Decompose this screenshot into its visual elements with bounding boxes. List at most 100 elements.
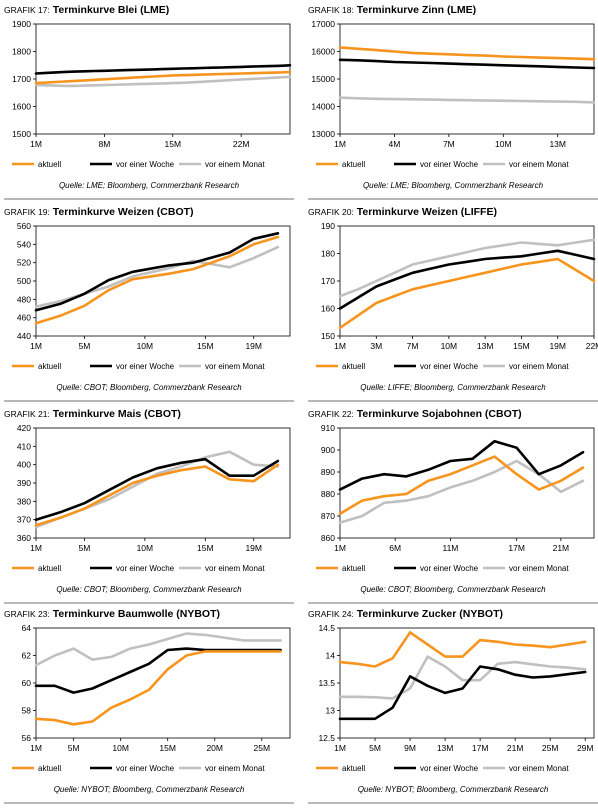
series-line: [338, 257, 596, 330]
x-tick-label: 10M: [495, 139, 512, 149]
y-tick-label: 62: [22, 651, 32, 661]
y-tick-label: 860: [321, 533, 335, 543]
x-tick-label: 1M: [30, 341, 42, 351]
y-tick-label: 1600: [12, 102, 31, 112]
y-tick-label: 1900: [12, 19, 31, 29]
legend-label: vor einem Monat: [509, 764, 569, 773]
series-line: [34, 75, 292, 88]
chart-title: GRAFIK 24: Terminkurve Zucker (NYBOT): [308, 608, 503, 620]
y-tick-label: 17000: [311, 19, 335, 29]
series-line: [34, 457, 280, 521]
legend-label: aktuell: [38, 764, 61, 773]
legend-label: aktuell: [342, 764, 365, 773]
chart-title-text: Terminkurve Zucker (NYBOT): [353, 608, 504, 620]
y-tick-label: 170: [321, 276, 335, 286]
chart-svg: 56 58 60 62 64 1M 5M 10M 15M 20M 25M aktuell vor ein…: [12, 623, 291, 773]
legend-label: aktuell: [38, 362, 61, 371]
y-tick-label: 16000: [311, 47, 335, 57]
legend-label: vor einer Woche: [420, 160, 479, 169]
x-tick-label: 13M: [477, 341, 494, 351]
y-tick-label: 1800: [12, 47, 31, 57]
legend-label: aktuell: [38, 160, 61, 169]
y-tick-label: 410: [17, 441, 31, 451]
series-line: [34, 632, 282, 667]
x-tick-label: 10M: [441, 341, 458, 351]
y-tick-label: 440: [17, 331, 31, 341]
y-tick-label: 13: [326, 706, 336, 716]
legend-label: vor einem Monat: [205, 160, 265, 169]
panel-separator: [308, 802, 598, 804]
x-tick-label: 25M: [254, 743, 271, 753]
chart-title-text: Terminkurve Sojabohnen (CBOT): [353, 408, 522, 420]
series-line: [338, 655, 587, 700]
x-tick-label: 19M: [245, 543, 262, 553]
chart-title-text: Terminkurve Mais (CBOT): [49, 408, 181, 420]
x-tick-label: 10M: [112, 743, 129, 753]
x-tick-label: 25M: [542, 743, 559, 753]
series-line: [34, 463, 280, 527]
x-tick-label: 20M: [206, 743, 223, 753]
chart-number: GRAFIK 17:: [4, 5, 50, 15]
y-tick-label: 14000: [311, 102, 335, 112]
chart-panel: GRAFIK 23: Terminkurve Baumwolle (NYBOT)…: [4, 608, 294, 807]
legend-label: vor einer Woche: [420, 362, 479, 371]
x-tick-label: 17M: [472, 743, 489, 753]
chart-title: GRAFIK 23: Terminkurve Baumwolle (NYBOT): [4, 608, 220, 620]
x-tick-label: 15M: [197, 543, 214, 553]
y-tick-label: 500: [17, 276, 31, 286]
y-tick-label: 14: [326, 651, 336, 661]
x-tick-label: 15M: [159, 743, 176, 753]
series-line: [338, 459, 585, 524]
chart-title: GRAFIK 18: Terminkurve Zinn (LME): [308, 4, 476, 16]
chart-panel: GRAFIK 17: Terminkurve Blei (LME) 1500 160…: [4, 4, 294, 203]
series-line: [34, 231, 280, 312]
chart-title: GRAFIK 17: Terminkurve Blei (LME): [4, 4, 169, 16]
panel-separator: [308, 198, 598, 200]
chart-source: Quelle: LIFFE; Bloomberg, Commerzbank Re…: [360, 383, 546, 392]
series-line: [338, 631, 587, 668]
chart-title-text: Terminkurve Baumwolle (NYBOT): [49, 608, 220, 620]
series-line: [34, 235, 280, 325]
y-tick-label: 890: [321, 467, 335, 477]
series-line: [338, 665, 587, 721]
legend-label: aktuell: [342, 362, 365, 371]
x-tick-label: 1M: [30, 543, 42, 553]
x-tick-label: 19M: [549, 341, 566, 351]
x-tick-label: 1M: [334, 543, 346, 553]
chart-panel: GRAFIK 22: Terminkurve Sojabohnen (CBOT)…: [308, 408, 598, 607]
legend-label: vor einem Monat: [509, 362, 569, 371]
chart-number: GRAFIK 20:: [308, 207, 354, 217]
plot-frame: [339, 23, 595, 135]
x-tick-label: 10M: [137, 341, 154, 351]
chart-panel: GRAFIK 18: Terminkurve Zinn (LME) 13000 14…: [308, 4, 598, 203]
y-tick-label: 160: [321, 304, 335, 314]
chart-number: GRAFIK 18:: [308, 5, 354, 15]
panel-separator: [308, 400, 598, 402]
x-tick-label: 10M: [137, 543, 154, 553]
y-tick-label: 14.5: [318, 623, 335, 633]
chart-number: GRAFIK 23:: [4, 609, 50, 619]
y-tick-label: 910: [321, 423, 335, 433]
chart-source: Quelle: CBOT; Bloomberg, Commerzbank Res…: [56, 383, 242, 392]
chart-number: GRAFIK 21:: [4, 409, 50, 419]
series-line: [34, 450, 280, 529]
y-tick-label: 15000: [311, 74, 335, 84]
panel-separator: [4, 602, 294, 604]
chart-title-text: Terminkurve Blei (LME): [49, 4, 170, 16]
series-line: [34, 70, 292, 85]
panel-separator: [308, 602, 598, 604]
y-tick-label: 60: [22, 678, 32, 688]
chart-source: Quelle: LME; Bloomberg, Commerzbank Rese…: [58, 181, 240, 190]
chart-title-text: Terminkurve Weizen (CBOT): [49, 206, 194, 218]
chart-source: Quelle: CBOT; Bloomberg, Commerzbank Res…: [360, 585, 546, 594]
y-tick-label: 900: [321, 445, 335, 455]
chart-panel: GRAFIK 24: Terminkurve Zucker (NYBOT) 12.…: [308, 608, 598, 807]
x-tick-label: 29M: [577, 743, 594, 753]
chart-source: Quelle: NYBOT; Bloomberg, Commerzbank Re…: [53, 785, 245, 794]
y-tick-label: 58: [22, 706, 32, 716]
y-tick-label: 420: [17, 423, 31, 433]
chart-svg: 12.5 13 13.5 14 14.5 1M 5M 9M 13M 17M 21M 25M 29M akt…: [316, 623, 595, 773]
chart-title-text: Terminkurve Weizen (LIFFE): [353, 206, 497, 218]
panel-separator: [4, 802, 294, 804]
x-tick-label: 21M: [507, 743, 524, 753]
